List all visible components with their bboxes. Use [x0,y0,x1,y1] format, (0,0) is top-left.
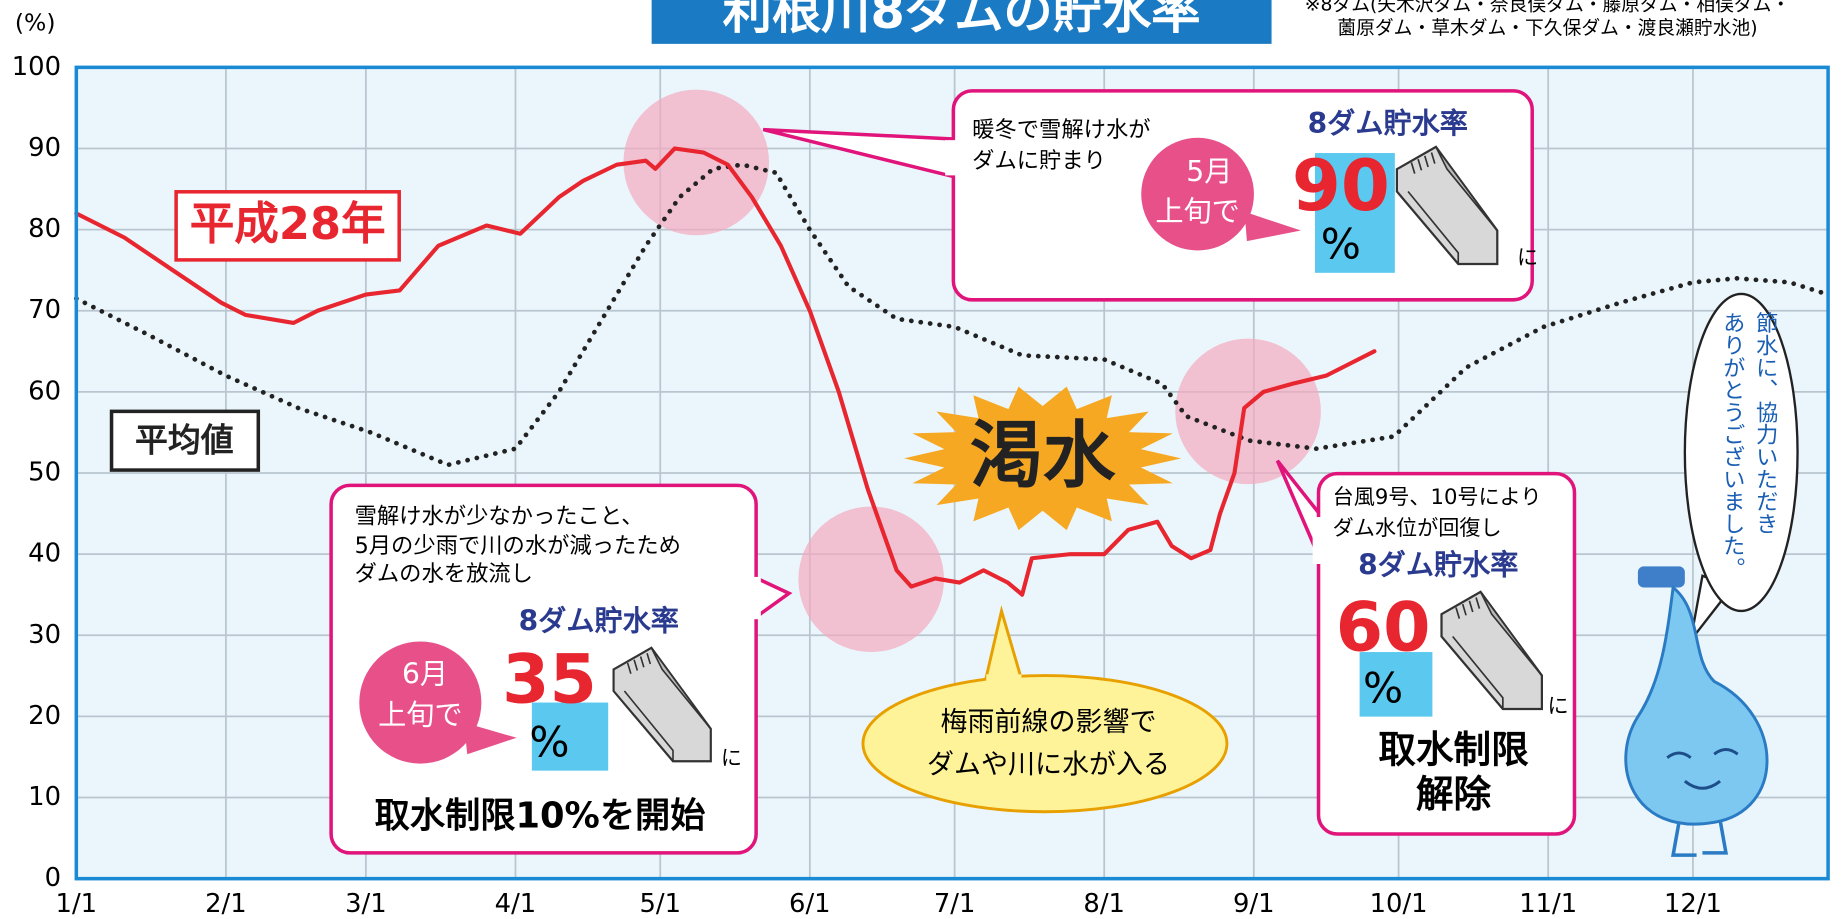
rate-label: 8ダム貯水率 [1308,107,1468,140]
thanks-text: ありがとうございました。 [1719,312,1745,580]
y-tick-label: 60 [28,376,61,406]
rate-label: 8ダム貯水率 [1358,548,1518,581]
rate-unit: % [1363,663,1403,712]
y-tick-label: 30 [28,620,61,650]
y-tick-label: 90 [28,133,61,163]
x-tick-label: 5/1 [639,889,681,919]
callout-text: 梅雨前線の影響で [940,707,1156,738]
faucet [1638,566,1685,587]
x-tick-label: 2/1 [205,889,247,919]
callout-text: ダムに貯まり [972,148,1106,174]
callout-action: 解除 [1416,772,1492,816]
highlight [1175,339,1321,485]
y-tick-label: 80 [28,214,61,244]
y-tick-label: 100 [12,52,61,82]
bubble-text: 6月 [402,658,448,691]
x-tick-label: 8/1 [1083,889,1125,919]
bubble-text: 上旬で [1155,195,1239,228]
callout-text: に [1517,245,1538,270]
callout-join [945,140,959,175]
callout-text: 5月の少雨で川の水が減ったため [355,533,681,559]
rate-value: 60 [1336,589,1431,668]
rate-label: 8ダム貯水率 [519,605,679,638]
callout-join [747,577,761,619]
callout-text: 雪解け水が少なかったこと、 [355,504,644,530]
callout-text: に [721,745,742,770]
y-tick-label: 10 [28,782,61,812]
callout-text: ダム水位が回復し [1333,515,1502,540]
callout-join [1313,517,1327,564]
callout-join [986,674,1021,688]
callout-text: ダムの水を放流し [355,561,533,587]
callout-text: ダムや川に水が入る [927,749,1170,780]
x-tick-label: 6/1 [789,889,831,919]
y-tick-label: 20 [28,701,61,731]
x-tick-label: 3/1 [345,889,387,919]
rate-unit: % [529,717,569,766]
note: ※8ダム(矢木沢ダム・奈良俣ダム・藤原ダム・相俣ダム・ [1305,0,1790,16]
callout-text: 暖冬で雪解け水が [972,117,1150,143]
highlight [798,506,944,652]
callout [863,676,1227,812]
callout-action: 取水制限 [1378,727,1529,771]
chart-title: 利根川8ダムの貯水率 [723,0,1201,40]
bubble-text: 上旬で [378,699,462,732]
note: 薗原ダム・草木ダム・下久保ダム・渡良瀬貯水池) [1337,17,1757,39]
x-tick-label: 11/1 [1519,889,1577,919]
callout-text: に [1547,693,1568,718]
callout-text: 台風9号、10号により [1333,484,1542,509]
callout-action: 取水制限10%を開始 [375,796,706,837]
x-tick-label: 9/1 [1233,889,1275,919]
page: 利根川8ダムの貯水率 ※8ダム(矢木沢ダム・奈良俣ダム・藤原ダム・相俣ダム・ 薗… [0,0,1841,919]
drought-label: 渇水 [970,414,1116,499]
y-tick-label: 40 [28,539,61,569]
rate-value: 35 [502,640,597,719]
x-tick-label: 12/1 [1664,889,1722,919]
legend-label: 平均値 [135,420,234,459]
thanks-text: 節水に、協力いただき [1752,311,1778,534]
x-tick-label: 4/1 [495,889,537,919]
x-tick-label: 10/1 [1370,889,1428,919]
x-tick-label: 7/1 [934,889,976,919]
y-tick-label: 70 [28,295,61,325]
rate-unit: % [1321,219,1361,268]
chart: 利根川8ダムの貯水率 ※8ダム(矢木沢ダム・奈良俣ダム・藤原ダム・相俣ダム・ 薗… [0,0,1841,919]
y-tick-label: 50 [28,458,61,488]
rate-value: 90 [1292,145,1390,227]
x-tick-label: 1/1 [56,889,98,919]
bubble-text: 5月 [1186,155,1232,188]
legend-label: 平成28年 [190,198,386,250]
y-axis-label: (%) [15,8,56,36]
